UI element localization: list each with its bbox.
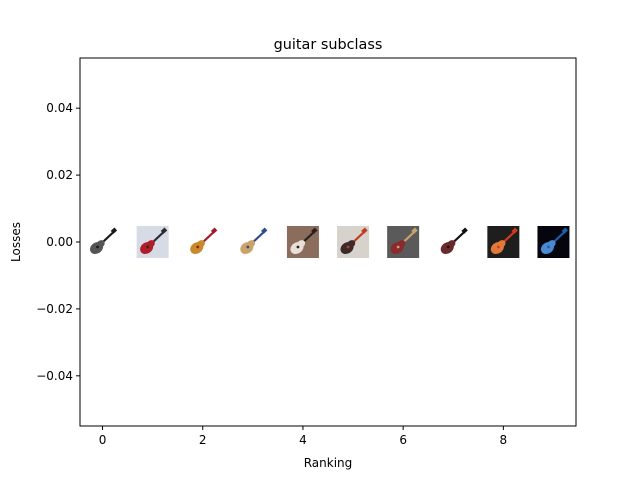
y-axis-label: Losses xyxy=(9,222,23,262)
data-point-thumbnail xyxy=(537,226,570,258)
y-tick-label: 0.00 xyxy=(46,235,73,249)
x-axis-label: Ranking xyxy=(304,456,353,470)
y-tick-label: 0.02 xyxy=(46,168,73,182)
data-point-thumbnail xyxy=(186,226,219,258)
x-tick-label: 8 xyxy=(500,433,508,447)
x-tick-label: 2 xyxy=(199,433,207,447)
chart-title: guitar subclass xyxy=(274,37,383,53)
data-point-thumbnail xyxy=(487,226,520,258)
y-tick-label: 0.04 xyxy=(46,101,73,115)
x-tick-label: 0 xyxy=(99,433,107,447)
data-point-thumbnail xyxy=(136,226,169,258)
data-point-thumbnail xyxy=(337,226,370,258)
y-axis: −0.04 −0.02 0.00 0.02 0.04 xyxy=(36,101,80,383)
data-point-thumbnail xyxy=(86,226,119,258)
x-axis: 0 2 4 6 8 xyxy=(99,426,507,447)
x-tick-label: 4 xyxy=(299,433,307,447)
y-tick-label: −0.02 xyxy=(36,302,73,316)
x-tick-label: 6 xyxy=(399,433,407,447)
chart-marks xyxy=(86,226,570,258)
y-tick-label: −0.04 xyxy=(36,369,73,383)
data-point-thumbnail xyxy=(286,226,319,258)
data-point-thumbnail xyxy=(387,226,420,258)
data-point-thumbnail xyxy=(437,226,470,258)
data-point-thumbnail xyxy=(236,226,269,258)
